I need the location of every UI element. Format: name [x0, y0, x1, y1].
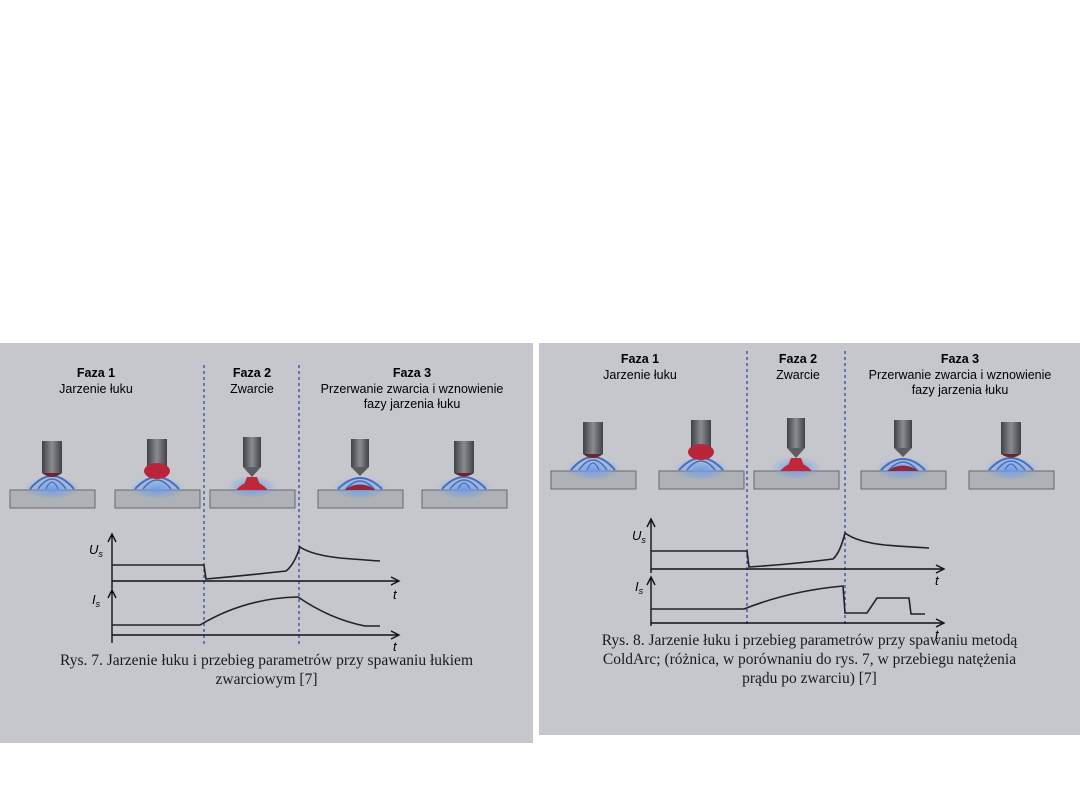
voltage-graph: Us t [632, 517, 946, 588]
diagram-rys8: Faza 1 Jarzenie łuku Faza 2 Zwarcie Faza… [550, 351, 1055, 642]
phase2-title: Faza 2 [233, 366, 271, 380]
voltage-graph: Us t [89, 532, 401, 602]
phase1-title: Faza 1 [621, 352, 659, 366]
phase3-desc-line1: Przerwanie zwarcia i wznowienie [869, 368, 1052, 382]
current-graph: Is t [635, 575, 946, 642]
phase1-title: Faza 1 [77, 366, 115, 380]
phase3-title: Faza 3 [393, 366, 431, 380]
current-curve [112, 596, 380, 627]
figure-caption-rys7: Rys. 7. Jarzenie łuku i przebieg paramet… [59, 652, 473, 688]
current-time-label: t [393, 639, 398, 654]
figure-rys8: Faza 1 Jarzenie łuku Faza 2 Zwarcie Faza… [539, 343, 1080, 735]
electrode-icon-2 [114, 439, 201, 509]
current-curve [651, 585, 925, 615]
phase1-desc: Jarzenie łuku [59, 382, 133, 396]
electrode-icon-5 [421, 441, 508, 509]
diagram-rys7: Faza 1 Jarzenie łuku Faza 2 Zwarcie Faza… [9, 365, 508, 654]
voltage-time-label: t [393, 587, 398, 602]
current-axis-label: Is [92, 592, 101, 609]
current-axis-label: Is [635, 579, 644, 596]
voltage-curve [651, 531, 930, 568]
electrode-icon-1 [9, 441, 96, 509]
voltage-axis-label: Us [632, 528, 646, 545]
electrode-icon-5 [968, 422, 1055, 490]
electrode-icon-4 [860, 420, 947, 490]
figure-rys7: Faza 1 Jarzenie łuku Faza 2 Zwarcie Faza… [0, 343, 533, 743]
voltage-curve [112, 545, 381, 580]
phase2-title: Faza 2 [779, 352, 817, 366]
phase3-desc-line2: fazy jarzenia łuku [912, 383, 1009, 397]
electrode-icon-3 [753, 418, 840, 490]
phase3-desc-line1: Przerwanie zwarcia i wznowienie [321, 382, 504, 396]
phase2-desc: Zwarcie [230, 382, 274, 396]
current-graph: Is t [92, 588, 401, 654]
phase1-desc: Jarzenie łuku [603, 368, 677, 382]
figure-caption-rys8: Rys. 8. Jarzenie łuku i przebieg paramet… [601, 632, 1018, 687]
phase3-title: Faza 3 [941, 352, 979, 366]
voltage-time-label: t [935, 573, 940, 588]
phase3-desc-line2: fazy jarzenia łuku [364, 397, 461, 411]
electrode-icon-2 [658, 420, 745, 490]
electrode-icon-3 [209, 437, 296, 509]
voltage-axis-label: Us [89, 542, 103, 559]
electrode-icon-4 [317, 439, 404, 509]
phase2-desc: Zwarcie [776, 368, 820, 382]
electrode-icon-1 [550, 422, 637, 490]
current-time-label: t [935, 627, 940, 642]
